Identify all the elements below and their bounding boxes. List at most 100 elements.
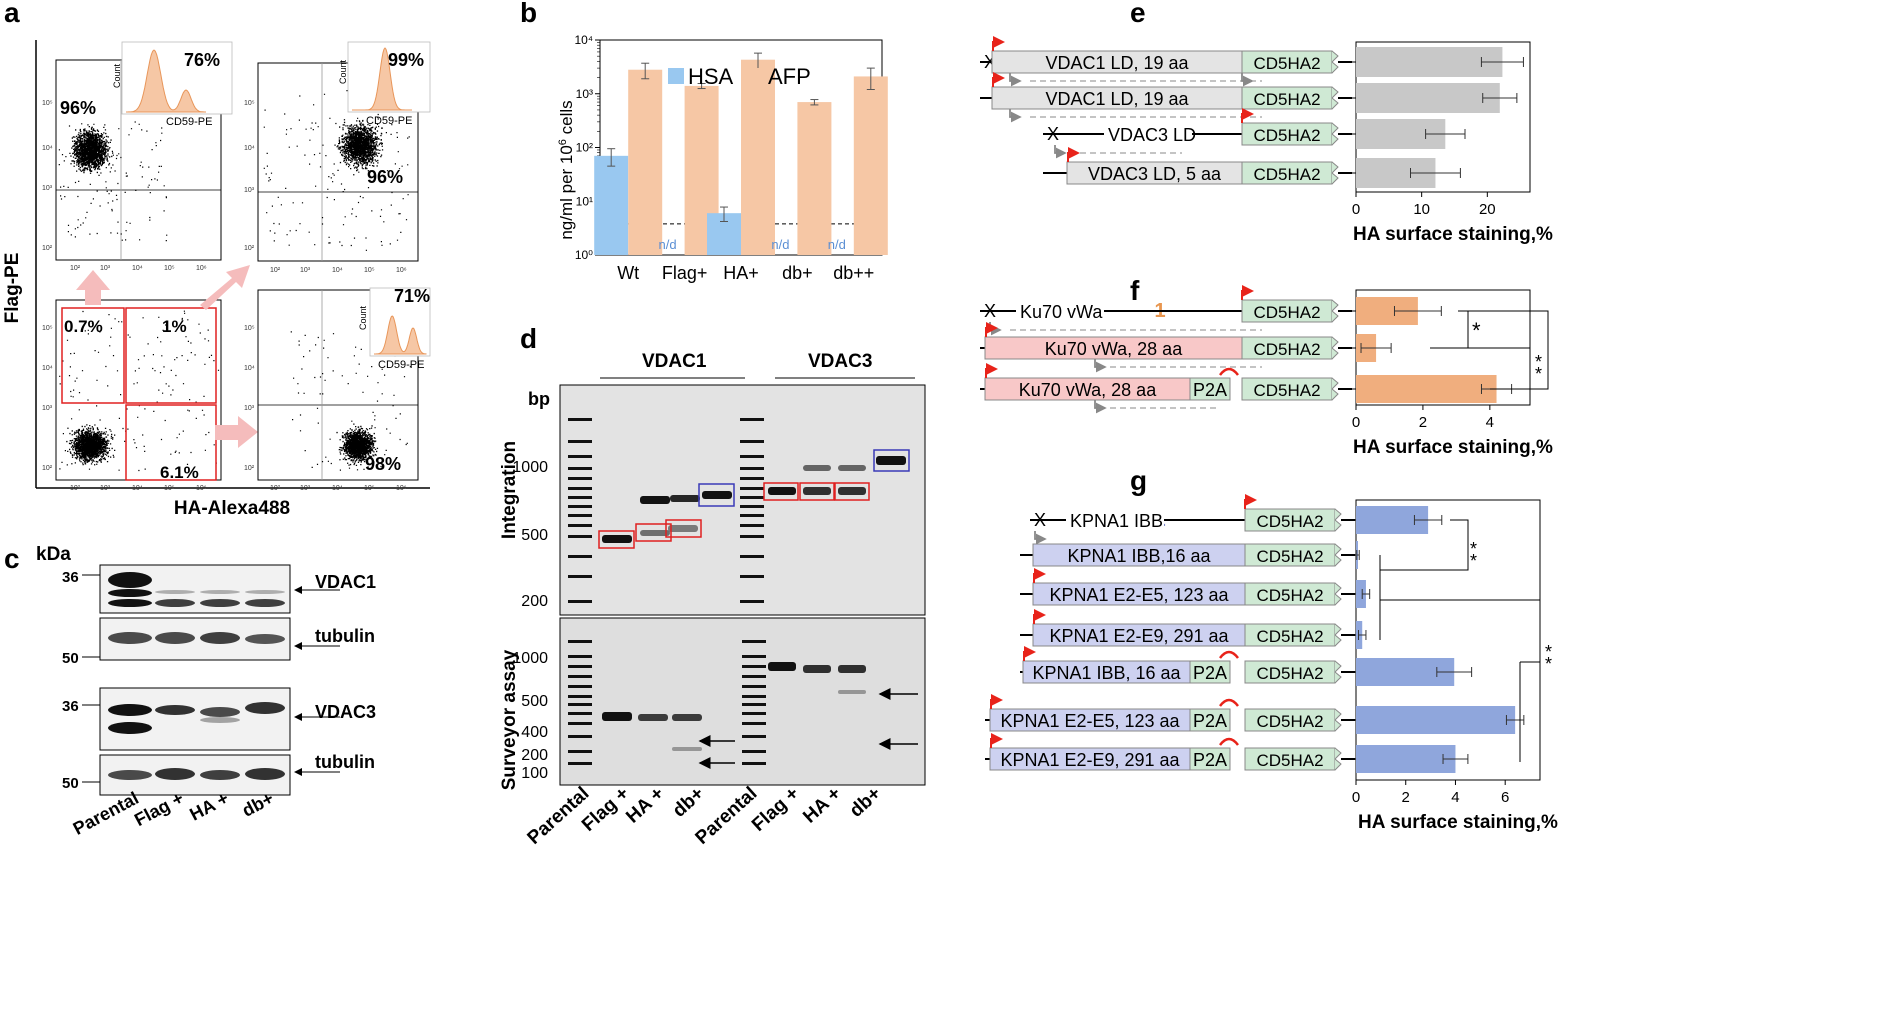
tag-label: CD5HA2 [1253,126,1320,145]
sig-star-g3: * [1545,642,1552,662]
lane-d-5: Flag + [748,783,803,836]
x-tick-label: 4 [1486,414,1494,431]
ladder-band [568,665,592,668]
zigzag-icon [1334,543,1342,567]
svg-text:10⁵: 10⁵ [42,325,53,332]
svg-text:10⁴: 10⁴ [332,267,343,274]
ladder-band [568,750,592,753]
p2a-label: P2A [1193,711,1227,731]
ladder-band [568,722,592,725]
b-category-db++: db++ [833,263,874,283]
b-category-HA+: HA+ [723,263,759,283]
zigzag-icon [1331,299,1339,323]
x-tick-label: 2 [1419,414,1427,431]
ladder-band [568,514,592,517]
svg-text:10⁴: 10⁴ [244,365,255,372]
svg-text:10²: 10² [244,465,255,472]
gray-arrow-icon [1009,109,1022,123]
x-mark: X [1047,124,1059,144]
b-category-db+: db+ [782,263,813,283]
cleavage-icon [1219,698,1239,707]
ladder-band [740,514,764,517]
sig-bracket-2 [1430,347,1531,390]
marker-36-b: 36 [62,698,79,715]
x-tick-label: 20 [1479,201,1496,218]
legend-label-hsa: HSA [688,64,734,89]
panel-letter-a: a [4,0,20,28]
ladder-band [740,524,764,527]
svg-text:10³: 10³ [244,187,255,194]
b-ytick-label: 10⁰ [575,248,593,262]
legend-swatch-afp [748,68,764,84]
bp-400-b: 400 [521,724,548,741]
arrow-diagonal-icon [200,265,250,310]
ladder-band [568,712,592,715]
ladder-band [568,695,592,698]
nd-label: n/d [659,237,677,252]
ladder-band [740,440,764,443]
construct-label-1: VDAC1 LD, 19 aa [1045,53,1189,73]
x-tick-label: 0 [1352,789,1360,806]
panel-b: ng/ml per 106 cells 10⁰ 10¹ 10² 10³ 10⁴ Wt n/d… [557,33,888,283]
sig-star-g1: * [1470,539,1477,559]
promoter-arrow-icon [1241,108,1254,123]
ladder-band [740,467,764,470]
x-axis-label: HA surface staining,% [1358,812,1558,833]
ladder-band [568,487,592,490]
x-tick-label: 10 [1413,201,1430,218]
bp-500-a: 500 [521,527,548,544]
ladder-band [740,575,764,578]
ladder-band [742,735,766,738]
zigzag-icon [1334,708,1342,732]
p2a-label: P2A [1193,663,1227,683]
gate-pct-1: 1% [162,317,187,336]
ladder-band [568,467,592,470]
x-tick-label: 4 [1451,789,1459,806]
promoter-arrow-icon [1067,147,1080,162]
svg-text:10⁶: 10⁶ [396,485,407,492]
panel-e: 1XVDAC1 LD, 19 aaCD5HA22VDAC1 LD, 19 aaC… [980,36,1553,245]
inset2-pct: 99% [388,50,424,70]
ladder-band [742,665,766,668]
sig-bracket-3 [1458,310,1549,390]
label-bg [1104,123,1192,145]
sig-bracket-1 [1458,310,1469,349]
bp-1000-b: 1000 [512,650,548,667]
tag-label: CD5HA2 [1256,751,1323,770]
promoter-arrow-icon [985,322,998,337]
ladder-band [568,440,592,443]
svg-text:10⁵: 10⁵ [164,265,175,272]
p2a-box [1189,377,1231,401]
bp-label: bp [528,389,550,409]
ladder-band [568,418,592,421]
pct-a2: 96% [367,167,403,187]
svg-text:10⁴: 10⁴ [332,485,343,492]
x-axis-label: HA surface staining,% [1353,224,1553,245]
plot-a2 [257,62,419,262]
gray-arrow-icon [1241,73,1254,87]
panel-letter-g: g [1130,465,1147,496]
bar-hsa-Wt [594,155,629,255]
cleavage-icon [1219,367,1239,376]
bar-row-2 [1356,83,1500,113]
ladder-band [740,477,764,480]
gray-arrow-icon [1034,531,1047,545]
x-tick-label: 0 [1352,414,1360,431]
svg-text:10²: 10² [270,485,281,492]
inset2-xlabel: CD59-PE [366,115,412,127]
construct-label-1: Ku70 vWa [1020,302,1103,322]
blot-vdac3 [99,687,291,751]
promoter-arrow-icon [1241,285,1254,300]
construct-label-3: Ku70 vWa, 28 aa [1019,380,1157,400]
svg-text:10⁴: 10⁴ [244,145,255,152]
bp-1000-a: 1000 [512,459,548,476]
x-tick-label: 2 [1402,789,1410,806]
tag-label: CD5HA2 [1253,90,1320,109]
svg-text:10⁵: 10⁵ [364,267,375,274]
p2a-label: P2A [1193,750,1227,770]
x-axis-label: HA surface staining,% [1353,437,1553,458]
gate-ha [125,404,217,481]
b-category-Flag+: Flag+ [662,263,708,283]
ladder-band [742,750,766,753]
legend-label-afp: AFP [768,64,811,89]
